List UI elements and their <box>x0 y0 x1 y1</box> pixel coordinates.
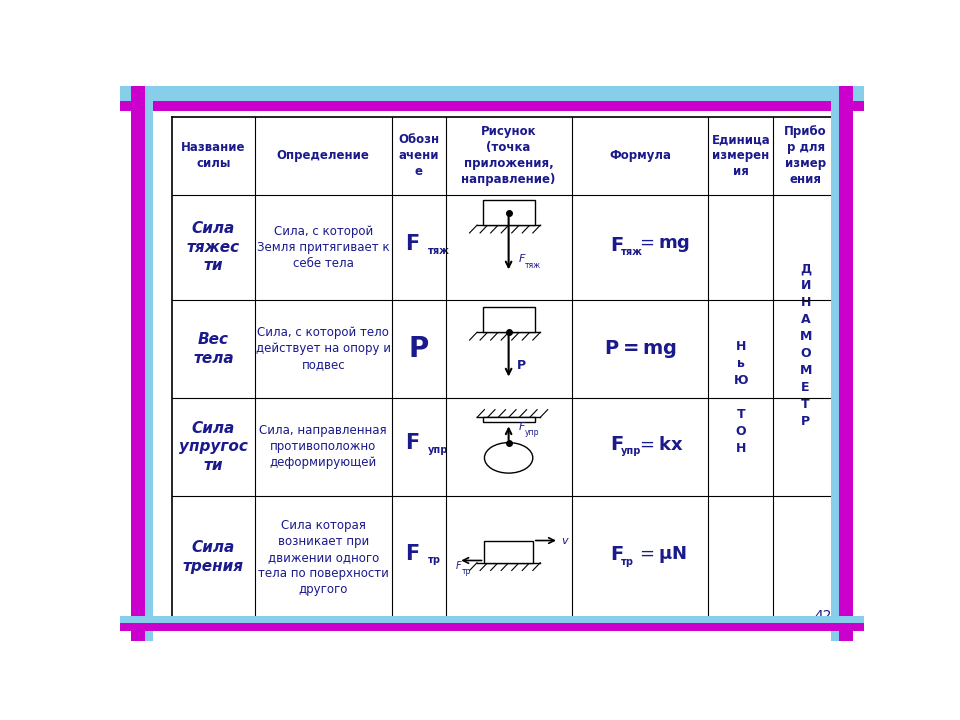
Bar <box>483 418 535 422</box>
Text: $F$: $F$ <box>517 252 526 264</box>
Text: 42: 42 <box>814 609 831 623</box>
Text: $\mathbf{F}$: $\mathbf{F}$ <box>405 544 420 564</box>
Text: Н
ь
Ю

Т
О
Н: Н ь Ю Т О Н <box>733 341 748 455</box>
Text: тяж: тяж <box>621 247 642 257</box>
Text: тяж: тяж <box>427 246 449 256</box>
Text: $\mathbf{F}$: $\mathbf{F}$ <box>405 433 420 454</box>
Text: $\mathbf{F}$: $\mathbf{F}$ <box>611 546 624 564</box>
Bar <box>483 200 535 225</box>
Text: Сила, направленная
противоположно
деформирующей: Сила, направленная противоположно деформ… <box>259 424 387 469</box>
Text: Сила которая
возникает при
движении одного
тела по поверхности
другого: Сила которая возникает при движении одно… <box>258 518 389 595</box>
Text: $= \mathbf{kx}$: $= \mathbf{kx}$ <box>636 436 684 454</box>
Text: упр: упр <box>621 446 641 456</box>
Bar <box>132 86 145 641</box>
Bar <box>483 307 535 333</box>
Text: Единица
измерен
ия: Единица измерен ия <box>711 133 770 179</box>
Text: $= \mathbf{mg}$: $= \mathbf{mg}$ <box>636 236 690 254</box>
Text: Сила
трения: Сила трения <box>183 541 244 574</box>
Text: Рисунок
(точка
приложения,
направление): Рисунок (точка приложения, направление) <box>462 125 556 186</box>
Text: тр: тр <box>427 556 441 565</box>
Text: $\mathbf{P = mg}$: $\mathbf{P = mg}$ <box>604 338 677 360</box>
Text: $\mathbf{P}$: $\mathbf{P}$ <box>408 335 429 363</box>
Bar <box>120 616 864 623</box>
Bar <box>830 86 839 641</box>
Text: Вес
тела: Вес тела <box>193 332 234 366</box>
Text: $\mathbf{P}$: $\mathbf{P}$ <box>516 359 527 372</box>
Text: тр: тр <box>621 557 634 567</box>
Text: упр: упр <box>525 428 540 436</box>
Text: $\mathbf{F}$: $\mathbf{F}$ <box>611 435 624 454</box>
Bar <box>120 623 864 631</box>
Bar <box>120 86 864 102</box>
Text: тяж: тяж <box>525 261 541 270</box>
Text: $F$: $F$ <box>517 420 526 432</box>
Bar <box>485 541 533 563</box>
Text: Определение: Определение <box>276 149 370 162</box>
Text: Сила, с которой
Земля притягивает к
себе тела: Сила, с которой Земля притягивает к себе… <box>257 225 390 270</box>
Bar <box>839 86 852 641</box>
Ellipse shape <box>485 443 533 473</box>
Text: $F$: $F$ <box>455 559 463 571</box>
Text: Название
силы: Название силы <box>181 141 246 170</box>
Text: $\mathbf{F}$: $\mathbf{F}$ <box>405 234 420 254</box>
Text: Формула: Формула <box>609 149 671 162</box>
Text: Сила
тяжес
ти: Сила тяжес ти <box>187 221 240 274</box>
Text: Сила, с которой тело
действует на опору и
подвес: Сила, с которой тело действует на опору … <box>255 326 391 372</box>
Text: Д
И
Н
А
М
О
М
Е
Т
Р: Д И Н А М О М Е Т Р <box>800 262 812 428</box>
Text: $= \mathbf{\mu N}$: $= \mathbf{\mu N}$ <box>636 544 687 565</box>
Text: упр: упр <box>427 445 448 455</box>
Text: Обозн
ачени
е: Обозн ачени е <box>398 133 439 179</box>
Text: тр: тр <box>462 567 471 576</box>
Text: Прибо
р для
измер
ения: Прибо р для измер ения <box>784 125 827 186</box>
Bar <box>120 102 864 112</box>
Text: Сила
упругос
ти: Сила упругос ти <box>179 420 248 473</box>
Bar <box>145 86 154 641</box>
Text: $\mathbf{F}$: $\mathbf{F}$ <box>611 235 624 255</box>
Text: v: v <box>561 536 567 546</box>
